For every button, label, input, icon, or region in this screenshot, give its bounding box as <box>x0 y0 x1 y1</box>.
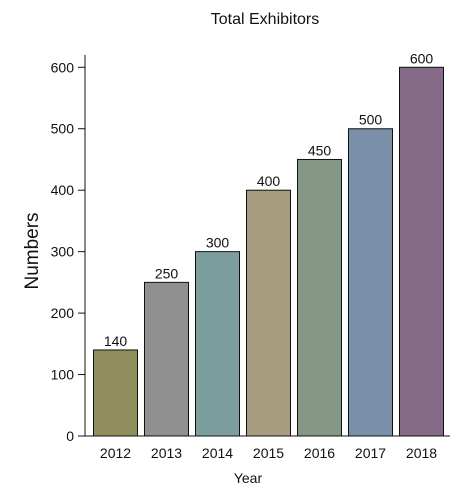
y-tick-label: 400 <box>51 182 75 198</box>
y-axis-label: Numbers <box>22 212 43 289</box>
bar-2015 <box>246 189 291 437</box>
chart-title: Total Exhibitors <box>211 11 320 28</box>
data-label-2016: 450 <box>308 142 332 158</box>
bars <box>93 66 444 437</box>
x-tick-label-2013: 2013 <box>151 445 182 461</box>
x-axis-label: Year <box>234 470 263 486</box>
data-label-2017: 500 <box>359 112 383 128</box>
y-tick-label: 0 <box>66 428 74 444</box>
data-label-2015: 400 <box>257 173 281 189</box>
x-tick-label-2018: 2018 <box>406 445 437 461</box>
bar-2017 <box>348 128 393 437</box>
value-labels: 140 250 300 400 450 500 600 <box>104 50 434 349</box>
y-tick-label: 100 <box>51 367 75 383</box>
y-tick-label: 300 <box>51 244 75 260</box>
data-label-2014: 300 <box>206 235 230 251</box>
y-tick-label: 600 <box>51 59 75 75</box>
x-tick-label-2017: 2017 <box>355 445 386 461</box>
x-tick-label-2014: 2014 <box>202 445 233 461</box>
y-axis: 0 100 200 300 400 500 600 <box>51 55 86 444</box>
x-tick-label-2012: 2012 <box>100 445 131 461</box>
y-tick-label: 200 <box>51 305 75 321</box>
bar-2014 <box>195 251 240 437</box>
data-label-2012: 140 <box>104 333 128 349</box>
data-label-2013: 250 <box>155 265 179 281</box>
x-tick-label-2015: 2015 <box>253 445 284 461</box>
x-tick-label-2016: 2016 <box>304 445 335 461</box>
bar-2013 <box>144 281 189 437</box>
bar-2012 <box>93 349 138 437</box>
y-tick-label: 500 <box>51 121 75 137</box>
bar-2016 <box>297 158 342 437</box>
data-label-2018: 600 <box>410 50 434 66</box>
x-axis: 2012 2013 2014 2015 2016 2017 2018 <box>85 435 450 461</box>
bar-2018 <box>399 66 444 437</box>
